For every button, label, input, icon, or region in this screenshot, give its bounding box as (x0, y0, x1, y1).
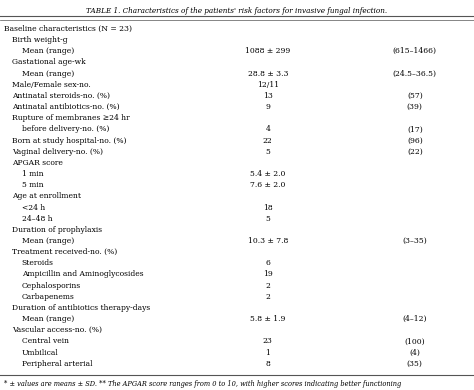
Text: Vascular access-no. (%): Vascular access-no. (%) (12, 326, 102, 334)
Text: (39): (39) (407, 103, 423, 111)
Text: (4–12): (4–12) (402, 315, 427, 323)
Text: (3–35): (3–35) (402, 237, 427, 245)
Text: APGAR score: APGAR score (12, 159, 63, 167)
Text: 5: 5 (265, 215, 270, 223)
Text: 9: 9 (265, 103, 270, 111)
Text: Rupture of membranes ≥24 hr: Rupture of membranes ≥24 hr (12, 114, 130, 122)
Text: 18: 18 (263, 204, 273, 211)
Text: Cephalosporins: Cephalosporins (22, 282, 81, 290)
Text: Mean (range): Mean (range) (22, 237, 74, 245)
Text: 10.3 ± 7.8: 10.3 ± 7.8 (247, 237, 288, 245)
Text: 5: 5 (265, 148, 270, 156)
Text: 12/11: 12/11 (257, 81, 279, 89)
Text: 5.8 ± 1.9: 5.8 ± 1.9 (250, 315, 285, 323)
Text: 4: 4 (265, 126, 270, 133)
Text: 8: 8 (265, 360, 270, 368)
Text: 13: 13 (263, 92, 273, 100)
Text: Mean (range): Mean (range) (22, 315, 74, 323)
Text: Central vein: Central vein (22, 337, 69, 346)
Text: (57): (57) (407, 92, 423, 100)
Text: 28.8 ± 3.3: 28.8 ± 3.3 (247, 70, 288, 78)
Text: 2: 2 (265, 282, 270, 290)
Text: 23: 23 (263, 337, 273, 346)
Text: 1 min: 1 min (22, 170, 44, 178)
Text: 1088 ± 299: 1088 ± 299 (245, 47, 291, 55)
Text: Vaginal delivery-no. (%): Vaginal delivery-no. (%) (12, 148, 103, 156)
Text: Steroids: Steroids (22, 259, 54, 267)
Text: before delivery-no. (%): before delivery-no. (%) (22, 126, 109, 133)
Text: Mean (range): Mean (range) (22, 47, 74, 55)
Text: Duration of antibiotics therapy-days: Duration of antibiotics therapy-days (12, 304, 151, 312)
Text: Carbapenems: Carbapenems (22, 293, 75, 301)
Text: Born at study hospital-no. (%): Born at study hospital-no. (%) (12, 136, 127, 145)
Text: (17): (17) (407, 126, 423, 133)
Text: 6: 6 (265, 259, 270, 267)
Text: (4): (4) (410, 349, 420, 356)
Text: Ampicillin and Aminoglycosides: Ampicillin and Aminoglycosides (22, 271, 144, 278)
Text: Peripheral arterial: Peripheral arterial (22, 360, 92, 368)
Text: TABLE 1. Characteristics of the patients' risk factors for invasive fungal infec: TABLE 1. Characteristics of the patients… (86, 7, 388, 15)
Text: (24.5–36.5): (24.5–36.5) (393, 70, 437, 78)
Text: (35): (35) (407, 360, 423, 368)
Text: (100): (100) (404, 337, 425, 346)
Text: Birth weight-g: Birth weight-g (12, 36, 68, 44)
Text: Treatment received-no. (%): Treatment received-no. (%) (12, 248, 118, 256)
Text: 5 min: 5 min (22, 181, 44, 189)
Text: Duration of prophylaxis: Duration of prophylaxis (12, 226, 102, 234)
Text: Antinatal steroids-no. (%): Antinatal steroids-no. (%) (12, 92, 110, 100)
Text: 7.6 ± 2.0: 7.6 ± 2.0 (250, 181, 285, 189)
Text: 5.4 ± 2.0: 5.4 ± 2.0 (250, 170, 285, 178)
Text: Umbilical: Umbilical (22, 349, 59, 356)
Text: * ± values are means ± SD. ** The APGAR score ranges from 0 to 10, with higher s: * ± values are means ± SD. ** The APGAR … (4, 380, 401, 388)
Text: 2: 2 (265, 293, 270, 301)
Text: Gastational age-wk: Gastational age-wk (12, 58, 86, 66)
Text: 19: 19 (263, 271, 273, 278)
Text: Age at enrollment: Age at enrollment (12, 192, 82, 200)
Text: (96): (96) (407, 136, 423, 145)
Text: 24–48 h: 24–48 h (22, 215, 53, 223)
Text: Baseline characteristics (N = 23): Baseline characteristics (N = 23) (4, 25, 132, 33)
Text: (22): (22) (407, 148, 423, 156)
Text: Mean (range): Mean (range) (22, 70, 74, 78)
Text: <24 h: <24 h (22, 204, 45, 211)
Text: 1: 1 (265, 349, 270, 356)
Text: Male/Female sex-no.: Male/Female sex-no. (12, 81, 91, 89)
Text: 22: 22 (263, 136, 273, 145)
Text: (615–1466): (615–1466) (393, 47, 437, 55)
Text: Antinatal antibiotics-no. (%): Antinatal antibiotics-no. (%) (12, 103, 120, 111)
